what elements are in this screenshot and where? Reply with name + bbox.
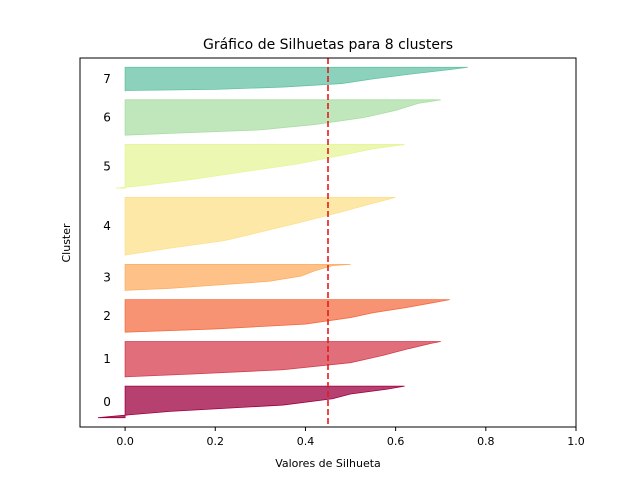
cluster-label-7: 7	[103, 72, 111, 86]
y-axis-label: Cluster	[60, 223, 73, 263]
chart-title: Gráfico de Silhuetas para 8 clusters	[203, 37, 453, 53]
cluster-label-2: 2	[103, 309, 111, 323]
cluster-labels: 0 1 2 3 4 5 6 7	[103, 72, 111, 409]
x-tick-label: 1.0	[567, 435, 585, 448]
plot-frame	[79, 57, 577, 428]
cluster-label-6: 6	[103, 110, 111, 124]
x-tick-label: 0.2	[207, 435, 225, 448]
cluster-6-silhouette	[124, 99, 441, 136]
cluster-4-silhouette	[124, 197, 396, 256]
cluster-label-4: 4	[103, 219, 111, 233]
x-tick-label: 0.4	[297, 435, 315, 448]
cluster-1-silhouette	[124, 341, 441, 378]
x-axis-ticks: 0.0 0.2 0.4 0.6 0.8 1.0	[116, 427, 585, 448]
silhouette-bars	[98, 66, 468, 419]
x-tick-label: 0.0	[116, 435, 134, 448]
x-tick-label: 0.6	[387, 435, 405, 448]
cluster-label-3: 3	[103, 270, 111, 284]
cluster-2-silhouette	[124, 299, 450, 333]
cluster-3-silhouette	[124, 263, 351, 291]
cluster-7-silhouette	[124, 66, 468, 92]
cluster-label-1: 1	[103, 352, 111, 366]
x-axis-label: Valores de Silhueta	[275, 457, 381, 470]
cluster-5-silhouette	[116, 144, 405, 189]
cluster-0-silhouette	[98, 385, 405, 419]
cluster-label-5: 5	[103, 159, 111, 173]
cluster-label-0: 0	[103, 395, 111, 409]
x-tick-label: 0.8	[477, 435, 495, 448]
